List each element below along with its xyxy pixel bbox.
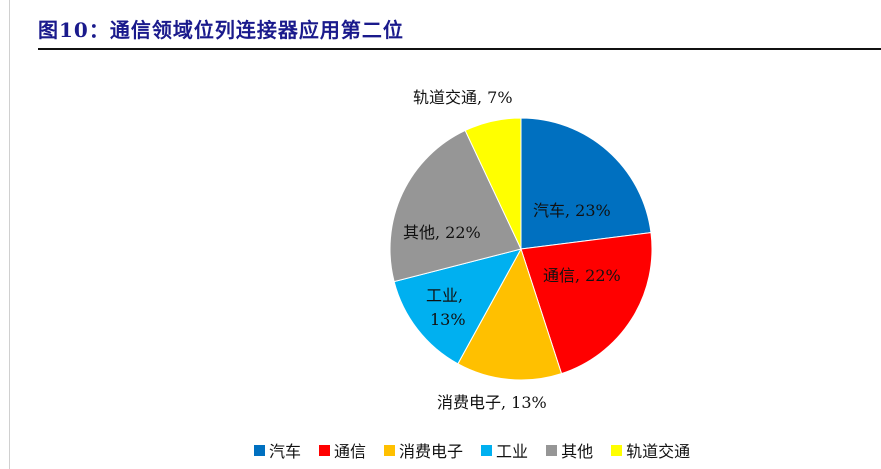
pie-slice-工业 [393, 248, 522, 365]
page-left-border [9, 0, 10, 469]
title-underline [38, 48, 881, 50]
legend-label: 工业 [496, 442, 529, 461]
legend-swatch-icon [254, 444, 265, 456]
legend-swatch-icon [481, 444, 493, 456]
pie-slice-消费电子 [457, 247, 563, 381]
label-other: 其他, 22% [403, 223, 481, 242]
legend-item-rail: 轨道交通 [611, 438, 690, 462]
label-telecom: 通信, 22% [543, 266, 621, 285]
legend-item-industry: 工业 [481, 438, 528, 462]
legend-item-auto: 汽车 [254, 438, 301, 462]
legend-swatch-icon [546, 444, 558, 456]
legend-item-telecom: 通信 [319, 438, 366, 462]
legend-swatch-icon [611, 444, 623, 456]
legend-label: 消费电子 [399, 442, 464, 461]
legend-swatch-icon [319, 444, 331, 456]
legend-item-consumer: 消费电子 [384, 438, 463, 462]
legend-item-other: 其他 [546, 438, 593, 462]
label-rail: 轨道交通, 7% [413, 88, 513, 107]
figure-title: 图10：通信领域位列连接器应用第二位 [38, 18, 404, 42]
label-industry-line1: 工业, [426, 286, 464, 305]
legend-label: 其他 [561, 442, 594, 461]
legend-swatch-icon [384, 444, 396, 456]
label-consumer: 消费电子, 13% [437, 393, 547, 412]
pie-slice-轨道交通 [464, 117, 522, 250]
legend-label: 汽车 [269, 442, 302, 461]
label-industry-line2: 13% [430, 310, 466, 329]
pie-slice-汽车 [520, 117, 652, 250]
pie-slice-通信 [520, 232, 653, 375]
chart-legend: 汽车 通信 消费电子 工业 其他 轨道交通 [254, 438, 708, 462]
legend-label: 通信 [334, 442, 367, 461]
legend-label: 轨道交通 [626, 442, 691, 461]
label-auto: 汽车, 23% [533, 201, 611, 220]
pie-slice-其他 [389, 129, 522, 283]
